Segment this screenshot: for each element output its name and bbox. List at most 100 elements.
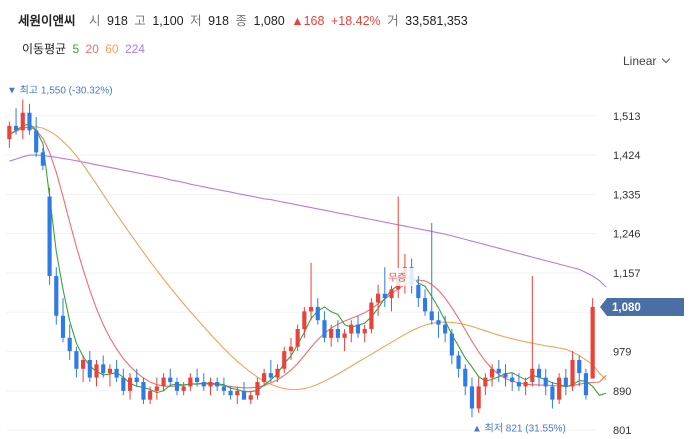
candle (241, 382, 247, 400)
close-value: 1,080 (253, 14, 285, 28)
candle-body (215, 382, 220, 387)
candle-body (422, 298, 428, 312)
candle (496, 359, 501, 383)
candle-body (335, 329, 340, 338)
candle (456, 351, 461, 378)
high-annotation: ▼ 최고 1,550 (-30.32%) (7, 84, 113, 96)
candle (13, 108, 19, 135)
current-price-label: 1,080 (612, 302, 641, 314)
candle (429, 223, 434, 325)
candle (530, 276, 535, 387)
candle (248, 390, 253, 405)
candle-body (13, 125, 19, 131)
candle-body (443, 324, 448, 334)
candle (7, 121, 12, 148)
candle (208, 377, 213, 396)
ma5-line (9, 123, 607, 396)
candle-body (563, 377, 568, 387)
candle (262, 368, 267, 387)
candle-body (382, 293, 387, 299)
y-tick-label: 1,424 (613, 150, 641, 162)
candle-body (168, 377, 173, 383)
moving-average-lines (9, 123, 607, 396)
candle (228, 386, 233, 400)
candle (282, 346, 287, 374)
candle-body (141, 382, 146, 400)
candle (315, 298, 320, 325)
candle-body (228, 390, 233, 396)
high-label: 고 (134, 14, 146, 28)
candle (476, 377, 481, 413)
candle (516, 373, 521, 391)
candle (463, 364, 468, 396)
y-tick-label: 890 (613, 386, 631, 398)
scale-dropdown[interactable]: Linear (623, 54, 671, 68)
candle-body (436, 320, 441, 325)
candle-body (87, 359, 92, 378)
candle (81, 355, 86, 383)
candle-body (490, 368, 495, 378)
current-price-tag (600, 297, 684, 316)
candle (308, 262, 314, 321)
candle (329, 324, 334, 347)
candle (483, 373, 488, 396)
candle-body (248, 395, 253, 400)
candle (20, 99, 25, 140)
candle-body (81, 359, 86, 369)
close-label: 종 (235, 14, 247, 28)
candle-body (315, 306, 320, 321)
candle (134, 368, 139, 387)
candle-body (154, 386, 159, 391)
candle (469, 377, 475, 418)
candle-body (557, 377, 562, 400)
candle (490, 364, 495, 387)
candle (389, 284, 394, 312)
scale-dropdown-label: Linear (623, 54, 657, 68)
candle (322, 311, 327, 343)
candle (255, 377, 260, 400)
candle (422, 289, 428, 316)
candle (295, 324, 300, 352)
volume-label: 거 (387, 14, 399, 28)
candle-body (416, 284, 421, 299)
candle (342, 329, 347, 352)
candle-body (583, 373, 589, 396)
candle-body (550, 386, 555, 400)
open-label: 시 (89, 14, 101, 28)
candle-body (60, 315, 66, 338)
candle (34, 117, 39, 157)
candle-body (255, 382, 260, 396)
candle (275, 364, 280, 383)
candle-body (577, 359, 582, 374)
ma-legend-label: 이동평균 (22, 42, 67, 56)
candle (154, 377, 159, 400)
candle-body (329, 329, 334, 338)
candle (449, 329, 454, 365)
candle-body (543, 377, 548, 387)
candle-body (275, 368, 280, 378)
y-tick-label: 801 (613, 425, 631, 437)
candle-body (483, 377, 488, 387)
candle-body (449, 333, 454, 356)
candle-body (282, 351, 287, 369)
candle (94, 359, 99, 387)
candle-body (389, 289, 394, 299)
low-value: 918 (208, 14, 229, 28)
candle (510, 373, 515, 391)
ma20-legend: 20 (85, 42, 99, 56)
candle (570, 351, 575, 391)
candle-body (516, 382, 521, 387)
candle-body (463, 368, 468, 387)
candle (27, 103, 32, 135)
candle-body (40, 152, 45, 166)
candle-body (241, 390, 247, 400)
candle (349, 320, 354, 343)
candle (577, 355, 582, 387)
candle (382, 267, 387, 307)
candle (215, 377, 220, 391)
candle (127, 373, 133, 400)
candle (268, 359, 273, 383)
candle-body (54, 276, 59, 316)
candle-body (221, 386, 226, 391)
